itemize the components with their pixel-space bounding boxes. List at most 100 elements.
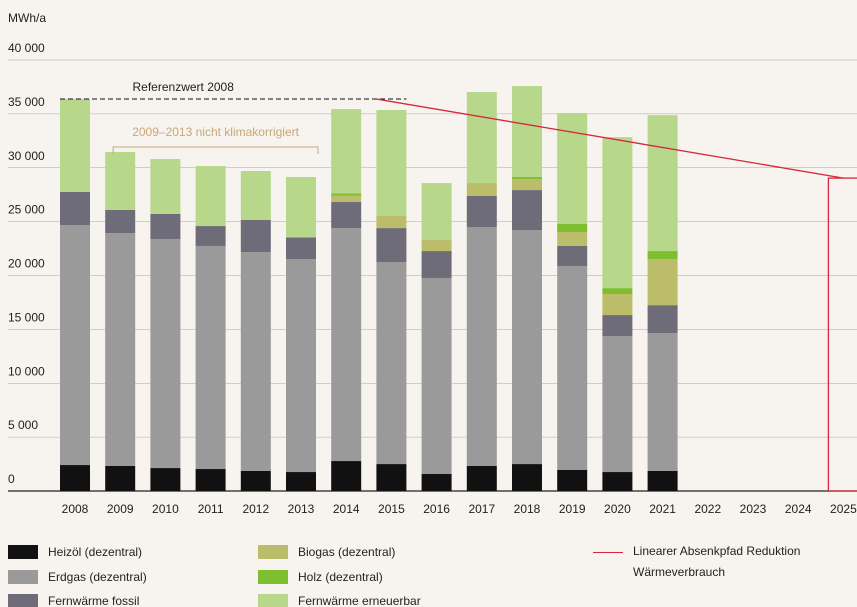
x-tick-label: 2009 (107, 502, 134, 516)
legend-swatch (8, 545, 38, 559)
bar-segment (602, 288, 633, 295)
x-tick-label: 2025 (830, 502, 857, 516)
bar-segment (421, 473, 452, 491)
bar-segment (60, 465, 90, 491)
bar-segment (240, 470, 271, 491)
y-tick-label: 5 000 (8, 418, 38, 432)
bar-segment (105, 152, 136, 210)
y-tick-label: 30 000 (8, 149, 45, 163)
bar-segment (150, 468, 181, 491)
bar-segment (647, 305, 678, 334)
legend-item: Holz (dezentral) (258, 570, 383, 584)
bar-segment (421, 251, 452, 278)
y-tick-label: 40 000 (8, 41, 45, 55)
legend-swatch (258, 545, 288, 559)
bar-segment (557, 223, 588, 233)
x-tick-label: 2019 (559, 502, 586, 516)
legend-label: Holz (dezentral) (298, 570, 383, 584)
legend-item: Erdgas (dezentral) (8, 570, 147, 584)
legend-label: Heizöl (dezentral) (48, 545, 143, 559)
legend-label: Erdgas (dezentral) (48, 570, 147, 584)
bar-segment (195, 226, 226, 246)
bar-segment (376, 109, 407, 217)
bar-segment (105, 233, 136, 467)
bar-segment (105, 466, 136, 491)
x-tick-label: 2010 (152, 502, 179, 516)
legend-swatch (258, 570, 288, 584)
bar-segment (466, 195, 497, 228)
legend-swatch (8, 570, 38, 584)
bar-segment (557, 113, 588, 224)
bar-segment (331, 193, 362, 196)
bar-segment (421, 183, 452, 241)
bar-segment (466, 227, 497, 467)
bar-segment (195, 166, 226, 227)
bar-segment (60, 225, 90, 466)
x-tick-label: 2012 (242, 502, 269, 516)
bar-segment (647, 470, 678, 491)
annotation-text: 2009–2013 nicht klimakorrigiert (132, 125, 299, 139)
x-tick-label: 2024 (785, 502, 812, 516)
x-tick-label: 2021 (649, 502, 676, 516)
legend-item: Fernwärme fossil (8, 594, 139, 607)
bar-segment (512, 86, 542, 177)
y-axis-label: MWh/a (8, 11, 46, 25)
bar-segment (557, 266, 588, 470)
x-tick-label: 2020 (604, 502, 631, 516)
bar-segment (602, 294, 633, 316)
legend-swatch (8, 594, 38, 607)
bar-segment (150, 238, 181, 469)
bar-segment (286, 259, 316, 473)
bar-segment (286, 472, 316, 491)
y-tick-label: 0 (8, 472, 15, 486)
y-tick-label: 35 000 (8, 95, 45, 109)
bar-segment (60, 191, 90, 226)
bar-segment (376, 464, 407, 491)
bar-segment (602, 472, 633, 491)
bar-segment (512, 190, 542, 231)
bar-segment (512, 178, 542, 191)
bar-segment (647, 115, 678, 252)
chart: MWh/a 0 5 000 10 000 15 000 20 000 25 000 30 0… (8, 11, 857, 516)
bar-segment (557, 232, 588, 246)
bar-segment (376, 262, 407, 465)
bar-segment (195, 245, 226, 470)
legend-swatch (258, 594, 288, 607)
bar-segment (421, 240, 452, 252)
bar-segment (466, 92, 497, 184)
bar-segment (331, 227, 362, 462)
y-tick-label: 15 000 (8, 310, 45, 324)
annotation-bracket (112, 146, 319, 154)
bar-segment (331, 195, 362, 203)
legend-label: Fernwärme fossil (48, 594, 140, 607)
target-bar (827, 177, 857, 492)
y-tick-label: 25 000 (8, 203, 45, 217)
bar-segment (602, 336, 633, 473)
bar-segment (602, 315, 633, 337)
legend-item: Biogas (dezentral) (258, 545, 395, 559)
x-tick-label: 2015 (378, 502, 405, 516)
bar-segment (286, 236, 316, 239)
legend-label: Fernwärme erneuerbar (298, 594, 421, 607)
x-tick-label: 2011 (198, 502, 224, 516)
bar-segment (331, 202, 362, 228)
bar-segment (421, 277, 452, 474)
legend-item: Fernwärme erneuerbar (258, 594, 421, 607)
bar-segment (466, 183, 497, 196)
x-tick-label: 2013 (288, 502, 315, 516)
bar-segment (557, 245, 588, 267)
bar-segment (557, 469, 588, 491)
x-tick-label: 2016 (423, 502, 450, 516)
bar-segment (512, 230, 542, 465)
legend-item: Heizöl (dezentral) (8, 545, 142, 559)
x-tick-label: 2008 (62, 502, 89, 516)
bar-segment (331, 461, 362, 491)
x-tick-label: 2023 (740, 502, 767, 516)
legend-line (593, 552, 623, 553)
bar-segment (512, 464, 542, 491)
bar-segment (376, 216, 407, 229)
legend-label: Linearer Absenkpfad Reduktion Wärmeverbr… (633, 544, 801, 579)
bar-segment (466, 466, 497, 491)
legend-label: Biogas (dezentral) (298, 545, 396, 559)
